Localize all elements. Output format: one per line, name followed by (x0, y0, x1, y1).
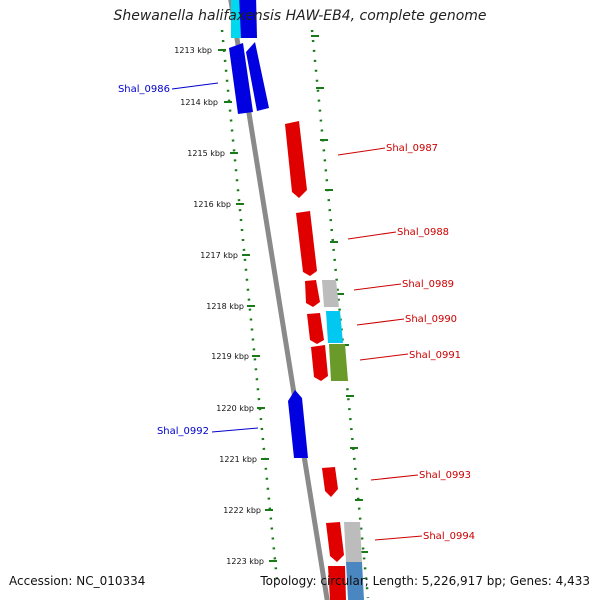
genome-title: Shewanella halifaxensis HAW-EB4, complet… (113, 8, 487, 24)
accession-text: Accession: NC_010334 (9, 574, 146, 588)
kbp-label-1222: 1222 kbp (223, 506, 261, 515)
kbp-label-1214: 1214 kbp (180, 98, 218, 107)
inner-tick-track (220, 29, 279, 581)
gene-shal-0990-cyan[interactable] (326, 311, 343, 343)
gene-shal-0986-a[interactable] (229, 43, 253, 114)
callout-shal-0994 (374, 535, 423, 541)
kbp-label-1223: 1223 kbp (226, 557, 264, 566)
gene-label-shal-0988[interactable]: Shal_0988 (397, 227, 449, 238)
kbp-label-1220: 1220 kbp (216, 404, 254, 413)
kbp-label-1219: 1219 kbp (211, 352, 249, 361)
callout-shal-0991 (359, 353, 409, 361)
topology-text: Topology: circular; Length: 5,226,917 bp… (260, 574, 590, 588)
gene-shal-0994[interactable] (326, 522, 344, 562)
gene-label-shal-0992[interactable]: Shal_0992 (157, 426, 209, 437)
kbp-label-1213: 1213 kbp (174, 46, 212, 55)
callout-shal-0988 (347, 231, 397, 240)
callout-shal-0987 (337, 147, 386, 156)
gene-shal-0989-grey[interactable] (322, 280, 339, 307)
callout-shal-0986 (171, 82, 219, 90)
gene-label-shal-0990[interactable]: Shal_0990 (405, 314, 457, 325)
gene-label-shal-0993[interactable]: Shal_0993 (419, 470, 471, 481)
gene-label-shal-0987[interactable]: Shal_0987 (386, 143, 438, 154)
gene-shal-0991-olive[interactable] (329, 344, 348, 381)
gene-label-shal-0994[interactable]: Shal_0994 (423, 531, 475, 542)
gene-red-bottom[interactable] (328, 566, 346, 600)
gene-forward-top[interactable] (239, 0, 257, 38)
gene-shal-0992[interactable] (288, 390, 308, 458)
outer-tick-group (311, 35, 368, 553)
kbp-label-1217: 1217 kbp (200, 251, 238, 260)
kbp-label-1216: 1216 kbp (193, 200, 231, 209)
gene-shal-0988[interactable] (296, 211, 317, 276)
gene-shal-0986-b[interactable] (246, 42, 269, 111)
gene-label-shal-0991[interactable]: Shal_0991 (409, 350, 461, 361)
kbp-label-1215: 1215 kbp (187, 149, 225, 158)
gene-shal-0990[interactable] (307, 313, 324, 344)
gene-shal-0987[interactable] (285, 121, 307, 198)
callout-shal-0989 (353, 283, 402, 291)
gene-label-shal-0989[interactable]: Shal_0989 (402, 279, 454, 290)
gene-shal-0994-grey[interactable] (344, 522, 362, 562)
kbp-label-1218: 1218 kbp (206, 302, 244, 311)
gene-shal-0991[interactable] (311, 345, 328, 381)
gene-label-shal-0986[interactable]: Shal_0986 (118, 84, 170, 95)
gene-steel-bottom[interactable] (346, 562, 364, 600)
callout-shal-0992 (211, 427, 259, 433)
gene-shal-0993[interactable] (322, 467, 338, 497)
kbp-label-1221: 1221 kbp (219, 455, 257, 464)
callout-shal-0993 (370, 474, 419, 481)
kbp-tick-group (218, 49, 277, 562)
gene-shal-0989[interactable] (305, 280, 320, 307)
callout-shal-0990 (356, 318, 405, 326)
